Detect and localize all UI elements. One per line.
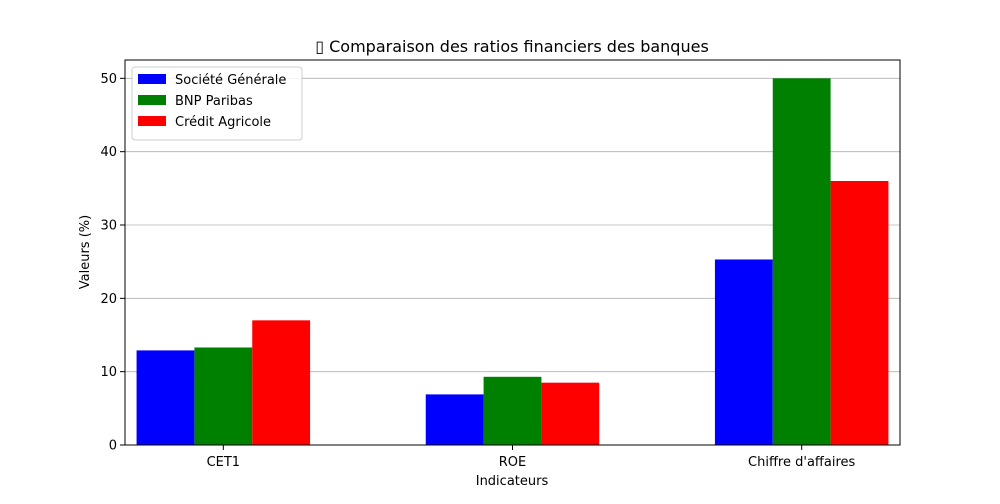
legend-swatch [138, 95, 166, 105]
x-axis-ticks: CET1 ROE Chiffre d'affaires [207, 445, 856, 470]
x-tick-label: CET1 [207, 455, 241, 470]
y-tick-label: 0 [109, 439, 117, 454]
y-axis-label: Valeurs (%) [78, 215, 93, 289]
bar [830, 181, 889, 445]
y-tick-label: 20 [100, 292, 117, 307]
bar [483, 376, 542, 445]
bar [425, 394, 484, 445]
x-tick-label: ROE [499, 455, 526, 470]
chart-title: ▯ Comparaison des ratios financiers des … [315, 37, 709, 56]
y-tick-label: 50 [100, 72, 117, 87]
y-axis-ticks: 0 10 20 30 40 50 [100, 72, 125, 454]
legend-swatch [138, 74, 166, 84]
bar [194, 347, 253, 445]
y-tick-label: 40 [100, 145, 117, 160]
bar [541, 382, 600, 445]
x-tick-label: Chiffre d'affaires [748, 455, 855, 470]
bars [136, 78, 889, 445]
y-tick-label: 30 [100, 219, 117, 234]
y-tick-label: 10 [100, 365, 117, 380]
legend-label: BNP Paribas [175, 94, 253, 109]
bar [136, 350, 195, 445]
bar [714, 259, 773, 445]
bar [252, 320, 311, 445]
bar [772, 78, 831, 445]
x-axis-label: Indicateurs [476, 474, 549, 489]
legend-box [131, 66, 303, 141]
legend-swatch [138, 116, 166, 126]
legend: Société Générale BNP Paribas Crédit Agrico… [131, 66, 303, 141]
legend-label: Crédit Agricole [175, 115, 271, 130]
legend-label: Société Générale [175, 73, 286, 88]
